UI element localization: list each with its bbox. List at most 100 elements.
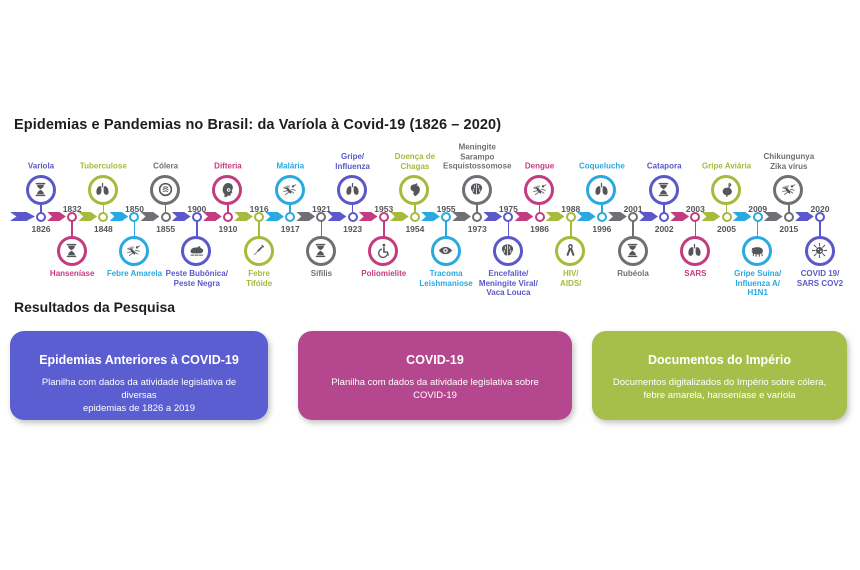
disease-label: Peste Bubônica/ Peste Negra [165, 269, 228, 288]
connector-line [71, 216, 73, 251]
result-card-covid-19[interactable]: COVID-19 Planilha com dados da atividade… [298, 331, 572, 420]
epidemics-timeline: Varíola 1826 Hanseníase 1832 Tuberculose 1848… [10, 142, 843, 297]
mosquito-icon [524, 174, 555, 205]
disease-label: Sífilis [310, 269, 333, 278]
year-label: 1910 [218, 223, 238, 234]
timeline-arrow [203, 212, 222, 221]
timeline-node [690, 211, 701, 222]
card-title: COVID-19 [406, 353, 464, 367]
heart-organ-icon [399, 174, 430, 205]
timeline-node [409, 211, 420, 222]
timeline-node [36, 211, 46, 222]
pig-icon [742, 235, 773, 266]
disease-label: Tracoma Leishmaniose [419, 269, 473, 288]
connector-line [258, 216, 260, 251]
connector-line [507, 216, 510, 251]
card-title: Documentos do Império [647, 353, 792, 367]
year-label: 2001 [623, 203, 643, 214]
eye-icon [430, 235, 461, 266]
timeline-arrow [545, 212, 565, 221]
timeline-arrow [701, 212, 721, 221]
timeline-arrow [763, 212, 783, 221]
disease-label: Difteria [214, 161, 242, 171]
result-card-documentos-imperio[interactable]: Documentos do Império Documentos digital… [592, 331, 847, 420]
mosquito-icon [274, 174, 305, 205]
timeline-arrow [732, 212, 752, 221]
year-label: 1921 [311, 203, 331, 214]
year-label: 2020 [810, 203, 830, 214]
lungs-icon [679, 235, 710, 266]
timeline-node [160, 211, 171, 222]
disease-label: Meningite Sarampo Esquistossomose [443, 142, 512, 171]
connector-line [382, 216, 385, 251]
disease-label: Febre Amarela [106, 269, 163, 278]
connector-line [632, 216, 634, 251]
year-label: 1900 [187, 203, 207, 214]
year-label: 1986 [530, 223, 550, 234]
year-label: 2015 [779, 223, 799, 234]
head-icon [212, 174, 243, 205]
year-label: 1916 [249, 203, 269, 214]
year-label: 1988 [561, 203, 581, 214]
timeline-node [347, 211, 358, 222]
connector-line [694, 216, 697, 251]
connector-line [756, 216, 759, 251]
year-label: 1923 [343, 223, 363, 234]
timeline-node [596, 211, 607, 222]
disease-label: Varíola [27, 161, 55, 171]
timeline-arrow [483, 212, 503, 221]
timeline-arrow [171, 212, 191, 221]
timeline-arrow [389, 212, 409, 221]
syringe-icon [243, 235, 274, 266]
disease-label: Doença de Chagas [394, 152, 436, 171]
disease-label: Poliomielite [361, 269, 407, 278]
disease-label: Catapora [646, 161, 682, 171]
timeline-arrow [10, 212, 35, 221]
disease-label: Dengue [524, 161, 555, 171]
timeline-node [378, 211, 389, 222]
disease-label: Chikungunya Zika vírus [763, 152, 815, 171]
timeline-arrow [296, 212, 316, 221]
connector-line [569, 216, 572, 251]
result-card-epidemias-anteriores[interactable]: Epidemias Anteriores à COVID-19 Planilha… [10, 331, 268, 420]
timeline-node [254, 211, 265, 222]
hourglass-icon [648, 174, 679, 205]
timeline-node [721, 211, 732, 222]
timeline-arrow [452, 212, 472, 221]
timeline-node [783, 211, 794, 222]
timeline-node [815, 211, 825, 222]
timeline-node [222, 211, 233, 222]
brain-icon [461, 174, 492, 205]
disease-label: HIV/ AIDS/ [560, 269, 582, 288]
timeline-node [191, 211, 202, 222]
timeline-node [316, 211, 327, 222]
timeline-node [129, 211, 140, 222]
disease-label: Encefalite/ Meningite Viral/ Vaca Louca [478, 269, 538, 297]
year-label: 1953 [374, 203, 394, 214]
timeline-arrow [358, 212, 378, 221]
connector-line [320, 216, 323, 251]
year-label: 1954 [405, 223, 425, 234]
card-body: Documentos digitalizados do Império sobr… [612, 377, 827, 401]
connector-line [819, 216, 821, 251]
timeline-arrow [639, 212, 658, 221]
timeline-arrow [608, 212, 627, 221]
timeline-arrow [327, 212, 347, 221]
mosquito-icon [773, 174, 804, 205]
timeline-node [98, 211, 109, 222]
disease-label: Rubéola [617, 269, 649, 278]
year-label: 1855 [156, 223, 176, 234]
bacteria-icon [150, 174, 181, 205]
connector-line [196, 216, 198, 251]
timeline-node [534, 211, 545, 222]
year-label: 2005 [717, 223, 736, 234]
timeline-node [503, 211, 514, 222]
year-label: 2009 [748, 203, 768, 214]
year-label: 1832 [62, 203, 82, 214]
year-label: 1996 [592, 223, 612, 234]
timeline-node [67, 211, 78, 222]
hourglass-icon [56, 235, 87, 266]
timeline-arrow [140, 212, 160, 221]
page-title: Epidemias e Pandemias no Brasil: da Varí… [14, 117, 502, 133]
